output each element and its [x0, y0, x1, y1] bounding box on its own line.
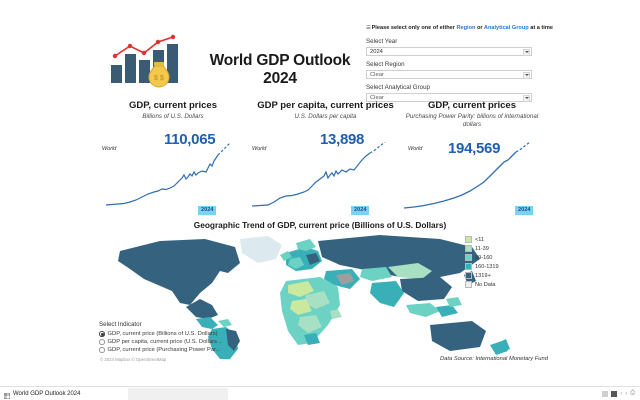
map-attribution: © 2024 Mapbox © OpenStreetMap [100, 357, 167, 362]
select-analytical-group-dropdown[interactable]: Clear [366, 93, 532, 102]
legend-item[interactable]: 1319+ [465, 271, 535, 280]
legend-swatch-icon [465, 272, 472, 279]
grid-icon [3, 391, 11, 399]
legend-label: 160-1319 [475, 263, 499, 270]
radio-button-icon[interactable] [99, 347, 105, 353]
legend-label: 11-39 [475, 245, 489, 252]
dashboard-app: $ $ World GDP Outlook 2024 ☰ Please sele… [0, 10, 640, 362]
kpi-card-gdp-per-capita[interactable]: GDP per capita, current prices U.S. Doll… [248, 100, 403, 218]
legend-swatch-icon [465, 245, 472, 252]
svg-text:$: $ [154, 75, 158, 82]
legend-swatch-icon [465, 281, 472, 288]
filter-label-year: Select Year [366, 38, 398, 45]
kpi-subtitle: Purchasing Power Parity: billions of int… [405, 113, 539, 128]
radio-option-gdp-ppp[interactable]: GDP, current price (Purchasing Power Par… [99, 346, 249, 354]
taskbar-title: World GDP Outlook 2024 [13, 390, 81, 397]
next-arrow-icon[interactable]: › [625, 390, 628, 397]
filter-label-region: Select Region [366, 61, 405, 68]
kpi-series-label: World [408, 146, 423, 152]
kpi-sparkline [251, 142, 386, 207]
map-legend: <11 11-39 39-160 160-1319 1319+ No Data [465, 235, 535, 289]
kpi-card-gdp-ppp[interactable]: GDP, current prices Purchasing Power Par… [404, 100, 540, 218]
legend-item[interactable]: 39-160 [465, 253, 535, 262]
kpi-title: GDP per capita, current prices [257, 100, 394, 111]
prev-arrow-icon[interactable]: ‹ [620, 390, 623, 397]
radio-label: GDP, current price (Billions of U.S. Dol… [107, 331, 218, 337]
kpi-title: GDP, current prices [427, 100, 516, 111]
svg-text:$: $ [160, 75, 164, 82]
legend-swatch-icon [465, 263, 472, 270]
taskbar-strip [128, 388, 228, 400]
map-title: Geographic Trend of GDP, current price (… [193, 220, 447, 230]
kpi-card-gdp[interactable]: GDP, current prices Billions of U.S. Dol… [98, 100, 248, 218]
alert-prefix: Please select only one of either [371, 25, 457, 31]
radio-option-gdp[interactable]: GDP, current price (Billions of U.S. Dol… [99, 330, 249, 338]
taskbar-app-entry[interactable]: World GDP Outlook 2024 [0, 390, 81, 399]
alert-icon: ☰ [366, 25, 371, 31]
kpi-series-label: World [252, 146, 267, 152]
kpi-sparkline [404, 142, 531, 209]
alert-link-analytical-group[interactable]: Analytical Group [483, 25, 529, 31]
legend-label: 1319+ [475, 272, 491, 279]
legend-item[interactable]: No Data [465, 280, 535, 289]
legend-swatch-icon [465, 236, 472, 243]
view-full-icon[interactable] [611, 390, 618, 397]
kpi-value: 194,569 [448, 140, 501, 157]
select-region-value: Clear [370, 71, 384, 78]
indicator-title: Select Indicator [99, 321, 142, 328]
kpi-title: GDP, current prices [128, 100, 217, 111]
page-title: World GDP Outlook 2024 [209, 52, 351, 87]
legend-item[interactable]: 160-1319 [465, 262, 535, 271]
radio-button-icon[interactable] [99, 331, 105, 337]
filter-warning-alert: ☰ Please select only one of either Regio… [366, 24, 553, 33]
chevron-down-icon[interactable] [523, 72, 530, 79]
radio-label: GDP, current price (Purchasing Power Par… [107, 347, 221, 353]
radio-label: GDP per capita, current price (U.S. Doll… [107, 339, 222, 345]
select-region-dropdown[interactable]: Clear [366, 70, 532, 79]
kpi-year-badge: 2024 [198, 206, 217, 215]
chevron-down-icon[interactable] [523, 49, 530, 56]
data-source-note: Data Source: International Monetary Fund [440, 356, 548, 362]
filter-group-analytical: Select Analytical Group Clear [366, 84, 532, 102]
kpi-row: GDP, current prices Billions of U.S. Dol… [0, 100, 640, 218]
monitor-icon[interactable]: ⎙ [630, 390, 635, 396]
kpi-series-label: World [102, 146, 117, 152]
kpi-subtitle: U.S. Dollars per capita [294, 113, 357, 120]
radio-button-icon[interactable] [99, 339, 105, 345]
legend-item[interactable]: <11 [465, 235, 535, 244]
chevron-down-icon[interactable] [523, 95, 530, 102]
indicator-selector: Select Indicator GDP, current price (Bil… [99, 321, 249, 354]
gdp-growth-logo: $ $ [103, 32, 193, 90]
legend-swatch-icon [465, 254, 472, 261]
view-grid-icon[interactable] [602, 390, 609, 397]
filter-group-year: Select Year 2024 [366, 38, 532, 56]
kpi-subtitle: Billions of U.S. Dollars [142, 113, 204, 120]
taskbar: World GDP Outlook 2024 ‹ › ⎙ [0, 386, 640, 400]
select-analytical-group-value: Clear [370, 94, 384, 101]
legend-label: 39-160 [475, 254, 493, 261]
legend-item[interactable]: 11-39 [465, 244, 535, 253]
dashboard-header: $ $ World GDP Outlook 2024 ☰ Please sele… [0, 10, 640, 102]
legend-label: No Data [475, 281, 496, 288]
alert-link-region[interactable]: Region [456, 25, 476, 31]
legend-label: <11 [475, 236, 485, 243]
select-year-dropdown[interactable]: 2024 [366, 47, 532, 56]
kpi-sparkline [105, 142, 231, 206]
kpi-value: 13,898 [320, 131, 365, 148]
select-year-value: 2024 [370, 48, 383, 55]
kpi-year-badge: 2024 [515, 206, 534, 215]
taskbar-tools: ‹ › ⎙ [602, 390, 635, 397]
alert-suffix: at a time [528, 25, 553, 31]
filter-label-analytical-group: Select Analytical Group [366, 84, 430, 91]
filter-group-region: Select Region Clear [366, 61, 532, 79]
alert-middle: or [475, 25, 484, 31]
radio-option-gdp-per-capita[interactable]: GDP per capita, current price (U.S. Doll… [99, 338, 249, 346]
map-section: <11 11-39 39-160 160-1319 1319+ No Data [100, 233, 540, 361]
kpi-year-badge: 2024 [351, 206, 370, 215]
kpi-value: 110,065 [164, 131, 216, 148]
control-panel: ☰ Please select only one of either Regio… [366, 24, 553, 102]
